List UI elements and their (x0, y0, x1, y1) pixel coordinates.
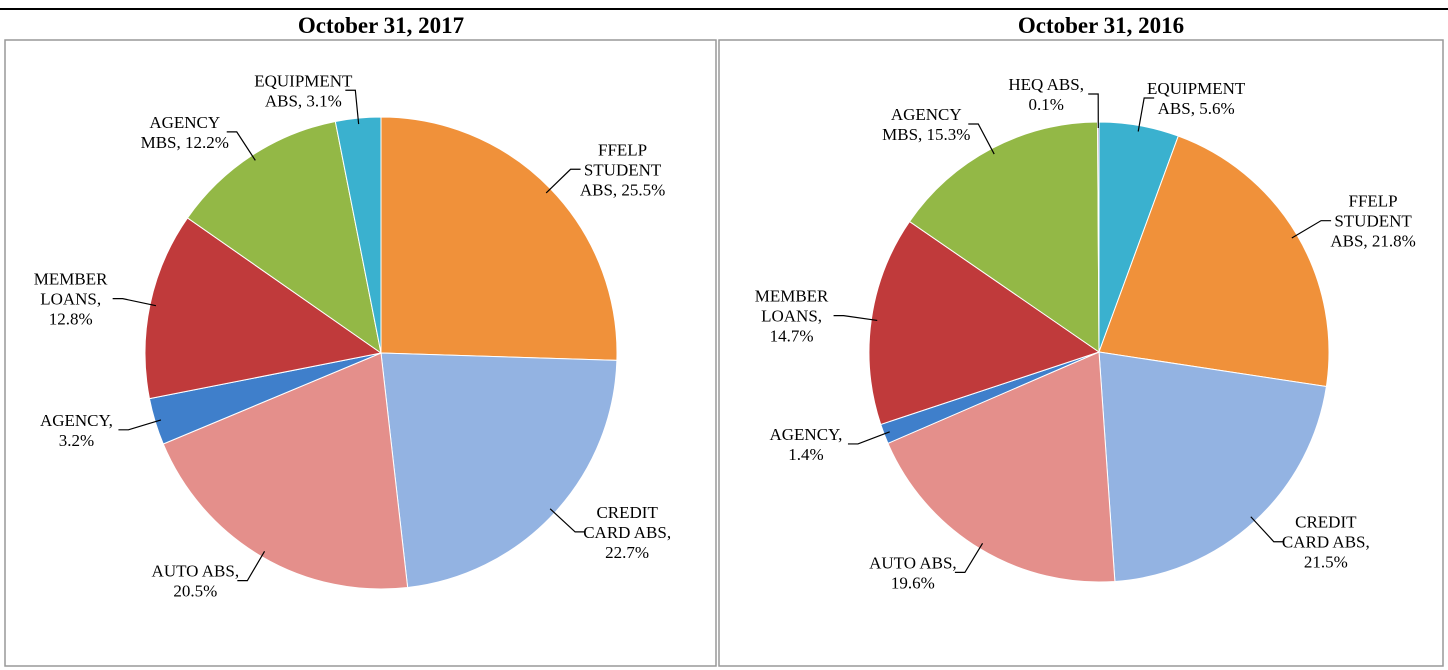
leader-line (237, 551, 266, 582)
data-label: HEQ ABS, 0.1% (1008, 75, 1084, 114)
data-label: MEMBER LOANS, 14.7% (755, 287, 829, 346)
leader-line (1088, 93, 1099, 129)
leader-line (549, 508, 586, 533)
chart-title: October 31, 2016 (1018, 13, 1184, 38)
leader-line (954, 543, 984, 574)
data-label: CREDIT CARD ABS, 21.5% (1282, 513, 1370, 572)
leader-line (118, 419, 162, 431)
leader-line (545, 168, 581, 194)
data-label: CREDIT CARD ABS, 22.7% (583, 503, 671, 562)
leader-line (833, 315, 878, 322)
data-label: AGENCY MBS, 15.3% (882, 105, 970, 144)
leader-line (847, 431, 890, 445)
data-label: FFELP STUDENT ABS, 21.8% (1330, 192, 1415, 251)
leader-line (1250, 516, 1284, 543)
leader-line (345, 89, 360, 125)
data-label: MEMBER LOANS, 12.8% (34, 270, 108, 329)
data-label: EQUIPMENT ABS, 5.6% (1147, 79, 1246, 118)
chart-title: October 31, 2017 (298, 13, 464, 38)
data-label: EQUIPMENT ABS, 3.1% (254, 71, 353, 110)
panel (718, 39, 1444, 667)
leader-line (968, 123, 995, 155)
leader-line (112, 298, 157, 307)
data-label: AUTO ABS, 19.6% (869, 553, 957, 592)
leader-line (226, 131, 256, 161)
data-label: FFELP STUDENT ABS, 25.5% (580, 140, 665, 199)
data-label: AGENCY MBS, 12.2% (141, 113, 229, 152)
leader-line (1137, 97, 1155, 132)
data-label: AUTO ABS, 20.5% (152, 562, 240, 601)
top-rule (0, 8, 1448, 10)
data-label: AGENCY, 1.4% (769, 425, 842, 464)
leader-line (1291, 220, 1332, 239)
data-label: AGENCY, 3.2% (40, 411, 113, 450)
panel (4, 39, 717, 667)
